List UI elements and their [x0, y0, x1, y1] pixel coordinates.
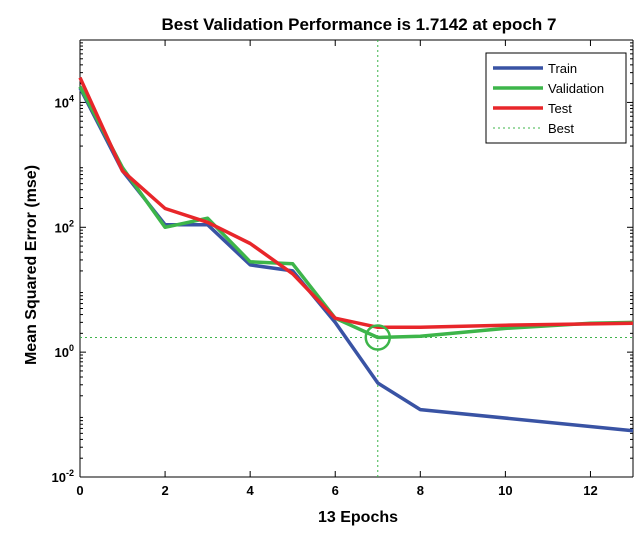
x-axis-label: 13 Epochs: [318, 509, 398, 526]
x-tick-label: 4: [247, 483, 255, 498]
legend-label-train: Train: [548, 61, 577, 76]
y-tick-label: 100: [55, 343, 74, 360]
y-axis-label: Mean Squared Error (mse): [23, 165, 40, 365]
best-marker: [364, 324, 392, 351]
legend-label-validation: Validation: [548, 81, 604, 96]
x-tick-label: 10: [498, 483, 512, 498]
legend-label-test: Test: [548, 101, 572, 116]
chart-title: Best Validation Performance is 1.7142 at…: [162, 15, 557, 34]
y-tick-label: 10-2: [52, 468, 74, 485]
x-tick-label: 12: [583, 483, 597, 498]
x-tick-label: 8: [417, 483, 424, 498]
y-tick-label: 102: [55, 218, 74, 235]
x-tick-label: 0: [76, 483, 83, 498]
series-line-validation: [78, 85, 634, 340]
series-line-test: [78, 76, 634, 330]
x-tick-label: 6: [332, 483, 339, 498]
y-tick-label: 104: [55, 93, 74, 110]
x-tick-label: 2: [161, 483, 168, 498]
legend-label-best: Best: [548, 121, 574, 136]
